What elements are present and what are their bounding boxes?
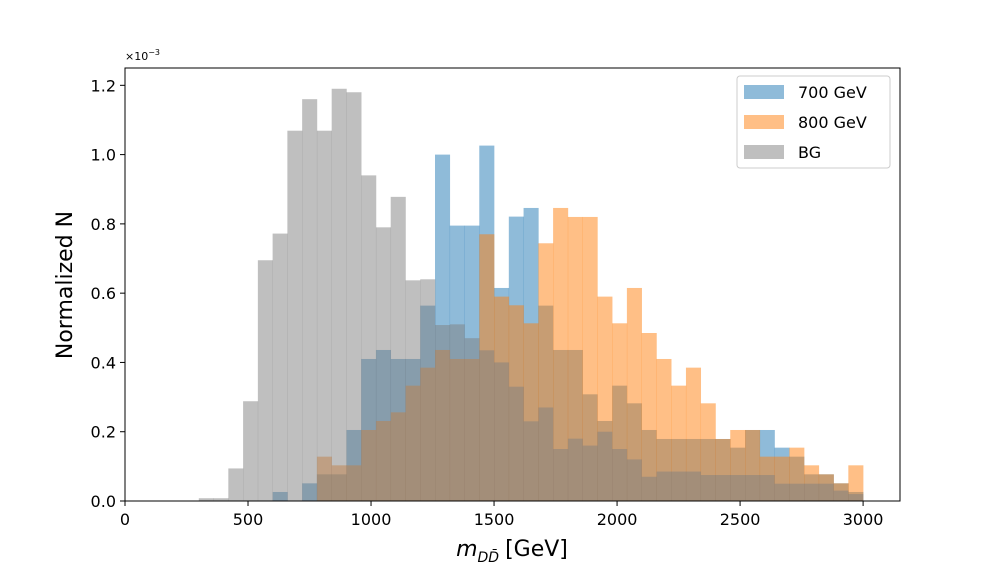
x-tick-label-1500: 1500: [474, 510, 515, 529]
bar-800-29: [626, 287, 642, 501]
legend-swatch-bg: [744, 145, 784, 159]
bar-800-25: [567, 216, 583, 501]
bar-bg-11: [361, 175, 377, 501]
x-axis-label-unit: [GeV]: [505, 537, 568, 562]
bar-bg-27: [597, 431, 613, 501]
legend-swatch-700: [744, 85, 784, 99]
y-tick-label-0.0: 0.0: [91, 492, 116, 511]
bar-bg-9: [331, 88, 347, 501]
bar-bg-30: [641, 476, 657, 501]
y-axis: 0.0 0.2 0.4 0.6 0.8 1.0 1.2: [91, 76, 125, 511]
bar-bg-41: [804, 483, 820, 501]
y-tick-label-1.0: 1.0: [91, 146, 116, 165]
x-tick-label-2500: 2500: [720, 510, 761, 529]
bar-bg-42: [818, 483, 834, 501]
bar-bg-12: [375, 227, 392, 501]
x-tick-label-0: 0: [120, 510, 130, 529]
bar-bg-5: [272, 233, 288, 501]
y-tick-label-0.8: 0.8: [91, 215, 116, 234]
bar-bg-13: [390, 196, 406, 502]
x-axis-label: mDD̄ [GeV]: [456, 537, 568, 563]
x-axis-label-subscript: DD̄: [478, 548, 500, 563]
x-tick-label-3000: 3000: [843, 510, 884, 529]
y-tick-label-0.6: 0.6: [91, 284, 116, 303]
bar-bg-18: [464, 338, 480, 501]
bar-bg-4: [257, 260, 273, 501]
bar-800-24: [553, 207, 569, 501]
bar-bg-16: [435, 325, 451, 501]
bar-bg-35: [715, 475, 731, 501]
bar-bg-44: [848, 494, 864, 501]
bar-bg-14: [405, 280, 421, 501]
bar-bg-20: [494, 362, 510, 501]
bar-bg-2: [228, 468, 244, 501]
bar-bg-6: [287, 130, 303, 501]
bar-bg-33: [685, 471, 702, 501]
legend-label-800: 800 GeV: [798, 113, 867, 132]
bar-bg-36: [730, 475, 746, 501]
bar-bg-29: [626, 459, 642, 501]
y-offset-base: ×10: [125, 50, 148, 63]
bar-bg-22: [523, 421, 539, 501]
legend: 700 GeV 800 GeV BG: [736, 75, 891, 169]
y-offset-label: ×10−3: [125, 48, 160, 63]
bar-bg-32: [671, 471, 687, 501]
bar-800-44: [848, 465, 864, 501]
bar-bg-8: [316, 130, 332, 501]
x-tick-label-2000: 2000: [597, 510, 638, 529]
bar-bg-43: [833, 490, 849, 501]
x-axis-label-main: m: [456, 537, 477, 562]
histogram-bars: [198, 88, 864, 502]
y-axis-label: Normalized N: [53, 211, 78, 359]
legend-label-bg: BG: [798, 143, 821, 162]
bar-800-30: [641, 333, 657, 501]
bar-bg-21: [508, 386, 524, 501]
bar-bg-24: [553, 449, 569, 501]
x-axis: 0 500 1000 1500 2000 2500 3000: [120, 501, 884, 529]
y-offset-exponent: −3: [148, 48, 160, 57]
bar-800-26: [582, 216, 598, 501]
legend-label-700: 700 GeV: [798, 83, 867, 102]
bar-bg-1: [213, 498, 229, 501]
bar-bg-3: [243, 401, 259, 501]
bar-bg-19: [479, 350, 495, 501]
bar-bg-23: [538, 407, 554, 501]
bar-bg-31: [656, 471, 672, 501]
bar-bg-17: [449, 324, 465, 501]
bar-bg-15: [420, 279, 436, 501]
plot-frame: [124, 67, 901, 502]
y-tick-label-0.4: 0.4: [91, 353, 116, 372]
legend-swatch-800: [744, 115, 784, 129]
bar-bg-25: [567, 438, 583, 501]
bar-800-33: [685, 367, 702, 501]
bar-bg-40: [789, 483, 805, 501]
bar-bg-39: [774, 483, 790, 501]
bar-bg-26: [582, 445, 598, 501]
bar-bg-10: [346, 92, 362, 501]
x-tick-label-1000: 1000: [351, 510, 392, 529]
bar-bg-37: [745, 475, 761, 501]
bar-bg-34: [700, 475, 716, 501]
bar-bg-0: [198, 498, 214, 501]
bar-800-31: [656, 358, 672, 501]
x-tick-label-500: 500: [233, 510, 264, 529]
y-tick-label-0.2: 0.2: [91, 423, 116, 442]
y-tick-label-1.2: 1.2: [91, 76, 116, 95]
bar-bg-7: [302, 99, 318, 502]
bar-bg-28: [612, 449, 628, 501]
bar-bg-38: [759, 475, 775, 501]
